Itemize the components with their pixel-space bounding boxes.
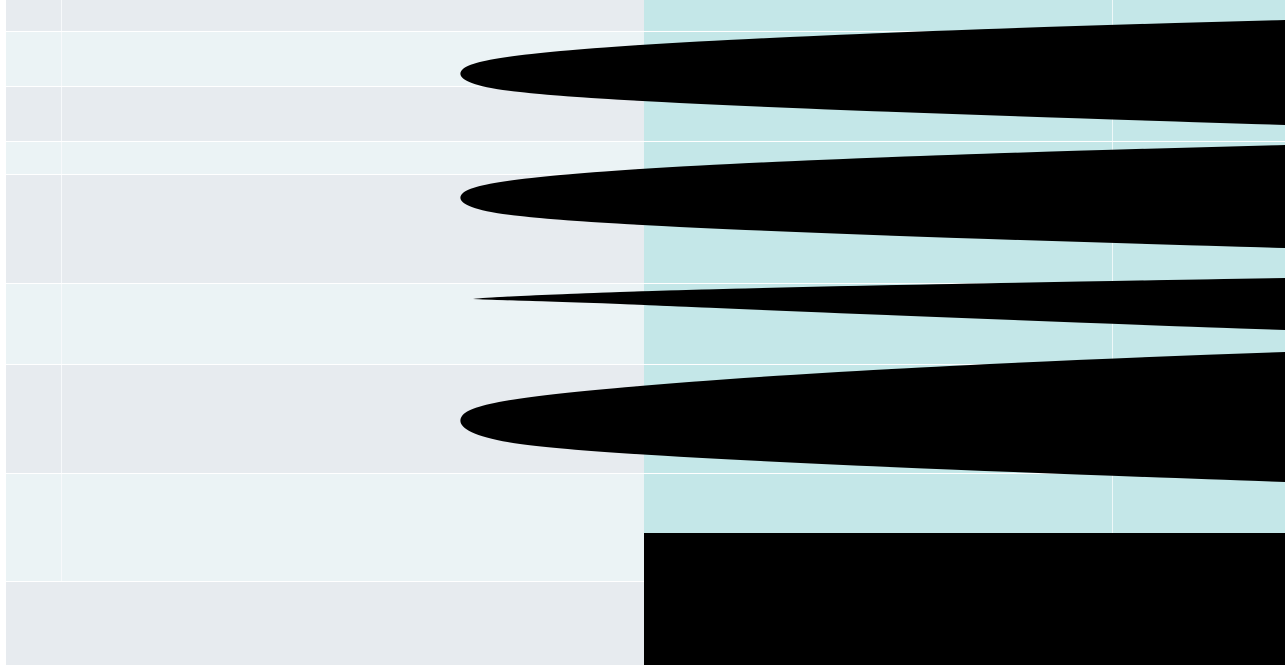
- redaction-block: [644, 533, 1285, 665]
- table-cell: [1113, 142, 1285, 174]
- table-row: [6, 582, 644, 665]
- table-row: [6, 32, 644, 87]
- table-cell-value: [62, 284, 644, 364]
- table-cell-value: [62, 142, 644, 174]
- table-row: [6, 365, 644, 474]
- table-row: [6, 0, 644, 32]
- table-row: [644, 365, 1285, 474]
- table-cell: [644, 284, 1113, 364]
- table-row: [644, 175, 1285, 284]
- table-row: [644, 87, 1285, 142]
- table-cell: [1113, 0, 1285, 31]
- table-row: [644, 284, 1285, 365]
- table-cell-value: [6, 582, 644, 665]
- table-cell: [644, 142, 1113, 174]
- table-cell-index: [6, 87, 62, 141]
- table-cell-value: [62, 365, 644, 473]
- table-row: [6, 284, 644, 365]
- table-row: [6, 474, 644, 582]
- table-cell-index: [6, 175, 62, 283]
- table-row: [644, 32, 1285, 87]
- table-cell-index: [6, 0, 62, 31]
- table-cell: [644, 365, 1113, 473]
- table-cell: [1113, 365, 1285, 473]
- table-row: [644, 142, 1285, 175]
- table-cell-value: [62, 0, 644, 31]
- table-row: [644, 474, 1285, 533]
- table-cell: [644, 87, 1113, 141]
- table-cell: [1113, 474, 1285, 533]
- table-row: [644, 0, 1285, 32]
- table-cell: [1113, 32, 1285, 86]
- table-cell: [644, 32, 1113, 86]
- table-cell: [1113, 175, 1285, 283]
- table-cell: [644, 175, 1113, 283]
- table-cell-index: [6, 32, 62, 86]
- table-row: [6, 142, 644, 175]
- table-cell-value: [62, 32, 644, 86]
- table-row: [6, 87, 644, 142]
- table-cell: [1113, 87, 1285, 141]
- table-cell: [644, 474, 1113, 533]
- table-cell: [1113, 284, 1285, 364]
- table-row: [6, 175, 644, 284]
- right-table: [644, 0, 1285, 533]
- table-cell: [644, 0, 1113, 31]
- table-cell-index: [6, 365, 62, 473]
- table-cell-index: [6, 284, 62, 364]
- table-cell-value: [62, 87, 644, 141]
- left-table: [6, 0, 644, 665]
- table-cell-index: [6, 474, 62, 581]
- table-cell-value: [62, 474, 644, 581]
- table-cell-index: [6, 142, 62, 174]
- table-cell-value: [62, 175, 644, 283]
